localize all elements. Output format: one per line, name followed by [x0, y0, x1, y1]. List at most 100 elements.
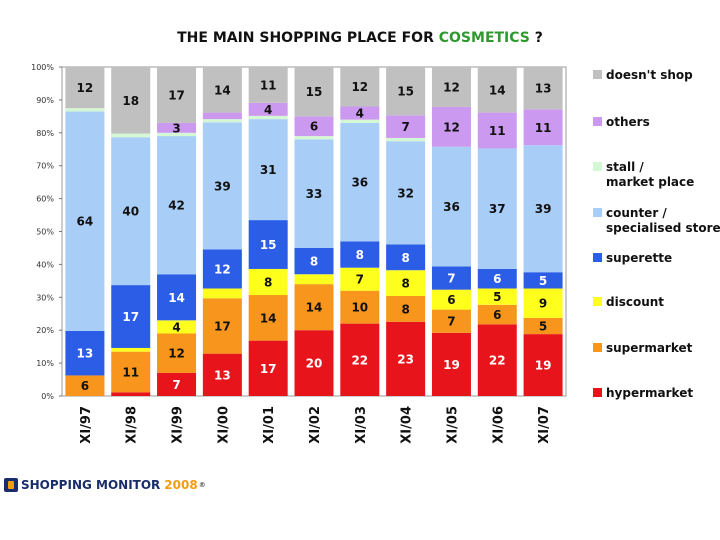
bar-segment — [202, 288, 242, 299]
data-label: 39 — [535, 202, 552, 216]
bar-segment — [111, 67, 151, 134]
legend-label: doesn't shop — [606, 68, 693, 82]
data-label: 5 — [539, 319, 547, 333]
legend-swatch — [593, 208, 602, 217]
bar-segment — [523, 109, 563, 146]
bar-segment — [294, 67, 334, 117]
data-label: 9 — [539, 297, 547, 311]
bar-segment — [65, 330, 105, 376]
logo-registered-mark: ® — [198, 481, 206, 489]
data-label: 14 — [489, 83, 506, 97]
data-label: 42 — [168, 199, 185, 213]
bar-segment — [523, 288, 563, 318]
bar-segment — [65, 375, 105, 396]
data-label: 19 — [535, 359, 552, 373]
x-tick-label: XI/01 — [262, 406, 277, 444]
y-tick-label: 80% — [36, 129, 54, 138]
data-label: 10 — [351, 301, 368, 315]
data-label: 13 — [214, 368, 231, 382]
bar-segment — [477, 304, 517, 325]
legend-swatch — [593, 117, 602, 126]
legend-label: counter / specialised store — [606, 206, 720, 235]
bar-segment — [294, 139, 334, 248]
bar-segment — [340, 67, 380, 107]
bar-segment — [523, 317, 563, 335]
bar-segment — [477, 288, 517, 305]
bar-segment — [477, 67, 517, 113]
data-label: 7 — [172, 378, 180, 392]
bar-segment — [431, 289, 471, 310]
y-tick-label: 0% — [41, 392, 54, 401]
data-label: 4 — [172, 320, 180, 334]
bar-segment — [111, 133, 151, 138]
bar-segment — [111, 351, 151, 393]
y-tick-label: 100% — [31, 63, 54, 72]
bar-segment — [340, 290, 380, 324]
data-label: 17 — [260, 362, 277, 376]
data-label: 36 — [443, 200, 460, 214]
data-label: 14 — [214, 83, 231, 97]
title-prefix: THE MAIN SHOPPING PLACE FOR — [177, 30, 439, 46]
data-label: 23 — [397, 352, 414, 366]
bar-segment — [157, 274, 197, 321]
x-tick-label: XI/00 — [216, 406, 231, 444]
legend-swatch — [593, 70, 602, 79]
bar-segment — [111, 392, 151, 396]
y-tick-label: 20% — [36, 326, 54, 335]
data-label: 11 — [260, 78, 277, 92]
data-label: 8 — [356, 248, 364, 262]
bar-segment — [248, 102, 288, 116]
data-label: 20 — [306, 357, 323, 371]
y-tick-label: 70% — [36, 162, 54, 171]
data-label: 6 — [493, 308, 501, 322]
bar-segment — [523, 145, 563, 273]
legend-label: superette — [606, 251, 672, 265]
x-tick-label: XI/98 — [125, 406, 140, 444]
data-label: 39 — [214, 179, 231, 193]
x-tick-label: XI/97 — [79, 406, 94, 444]
bar-segment — [340, 267, 380, 291]
bar-segment — [386, 141, 426, 245]
logo-text: SHOPPING MONITOR — [21, 478, 161, 492]
title-suffix: ? — [529, 30, 543, 46]
bar-segment — [477, 148, 517, 269]
bar-segment — [65, 111, 105, 331]
bar-segment — [157, 320, 197, 334]
legend-swatch — [593, 162, 602, 171]
bar-segment — [248, 268, 288, 296]
data-label: 7 — [447, 315, 455, 329]
bar-segment — [202, 353, 242, 396]
y-tick-label: 60% — [36, 195, 54, 204]
bar-segment — [248, 340, 288, 396]
data-label: 64 — [77, 215, 94, 229]
legend-swatch — [593, 253, 602, 262]
bar-segment — [340, 241, 380, 268]
data-label: 11 — [122, 365, 139, 379]
bar-segment — [248, 115, 288, 120]
bar-segment — [248, 295, 288, 341]
bar-segment — [202, 249, 242, 289]
data-label: 8 — [264, 275, 272, 289]
data-label: 7 — [401, 120, 409, 134]
y-tick-label: 30% — [36, 293, 54, 302]
bar-segment — [202, 112, 242, 120]
bar-segment — [248, 119, 288, 221]
y-tick-label: 50% — [36, 228, 54, 237]
data-label: 11 — [489, 124, 506, 138]
data-label: 5 — [539, 274, 547, 288]
x-tick-label: XI/07 — [537, 406, 552, 444]
bar-segment — [340, 323, 380, 396]
bar-segment — [386, 115, 426, 138]
data-label: 6 — [447, 293, 455, 307]
data-label: 32 — [397, 186, 414, 200]
data-label: 8 — [310, 255, 318, 269]
data-label: 12 — [168, 347, 185, 361]
data-label: 7 — [356, 273, 364, 287]
bar-segment — [157, 132, 197, 137]
data-label: 13 — [535, 82, 552, 96]
legend-swatch — [593, 388, 602, 397]
bar-segment — [340, 122, 380, 242]
x-tick-label: XI/02 — [308, 406, 323, 444]
x-tick-label: XI/06 — [491, 406, 506, 444]
